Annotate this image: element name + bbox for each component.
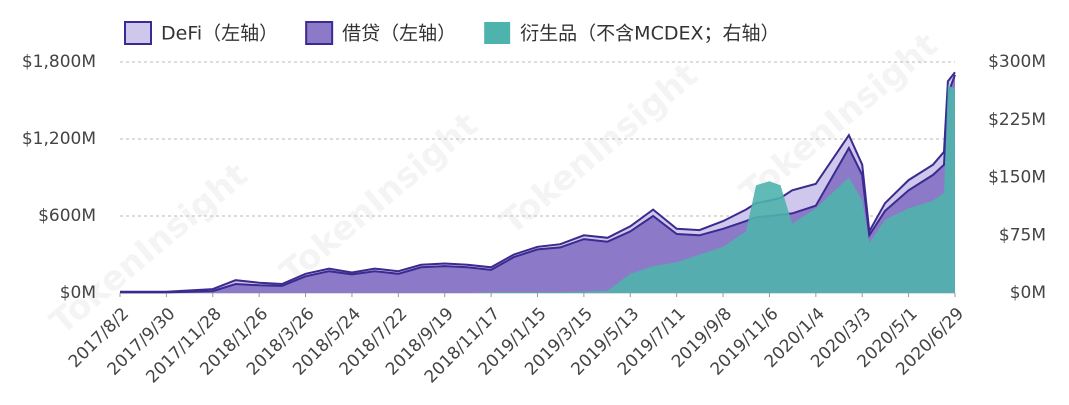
y2-tick-label: $225M [988, 110, 1046, 130]
legend-label: 借贷（左轴） [342, 23, 456, 45]
legend-swatch [124, 21, 152, 45]
y-tick-label: $0M [60, 283, 96, 303]
legend-swatch [305, 21, 334, 45]
y2-tick-label: $150M [988, 168, 1046, 188]
watermark: TokenInsight [43, 155, 256, 343]
legend-label: 衍生品（不含MCDEX；右轴） [520, 23, 779, 45]
legend-swatch [484, 22, 511, 44]
legend-item: 衍生品（不含MCDEX；右轴） [484, 22, 779, 45]
y-tick-label: $600M [38, 206, 96, 226]
y-tick-label: $1,800M [22, 52, 96, 72]
area-outline [120, 74, 956, 294]
y-tick-label: $1,200M [22, 129, 96, 149]
area [120, 85, 955, 293]
legend-item: DeFi（左轴） [124, 21, 278, 45]
y2-tick-label: $0M [1010, 283, 1046, 303]
legend-label: DeFi（左轴） [161, 23, 278, 45]
watermark: TokenInsight [493, 55, 706, 243]
legend-item: 借贷（左轴） [305, 21, 456, 45]
y2-tick-label: $300M [988, 52, 1046, 72]
y2-tick-label: $75M [999, 225, 1046, 245]
